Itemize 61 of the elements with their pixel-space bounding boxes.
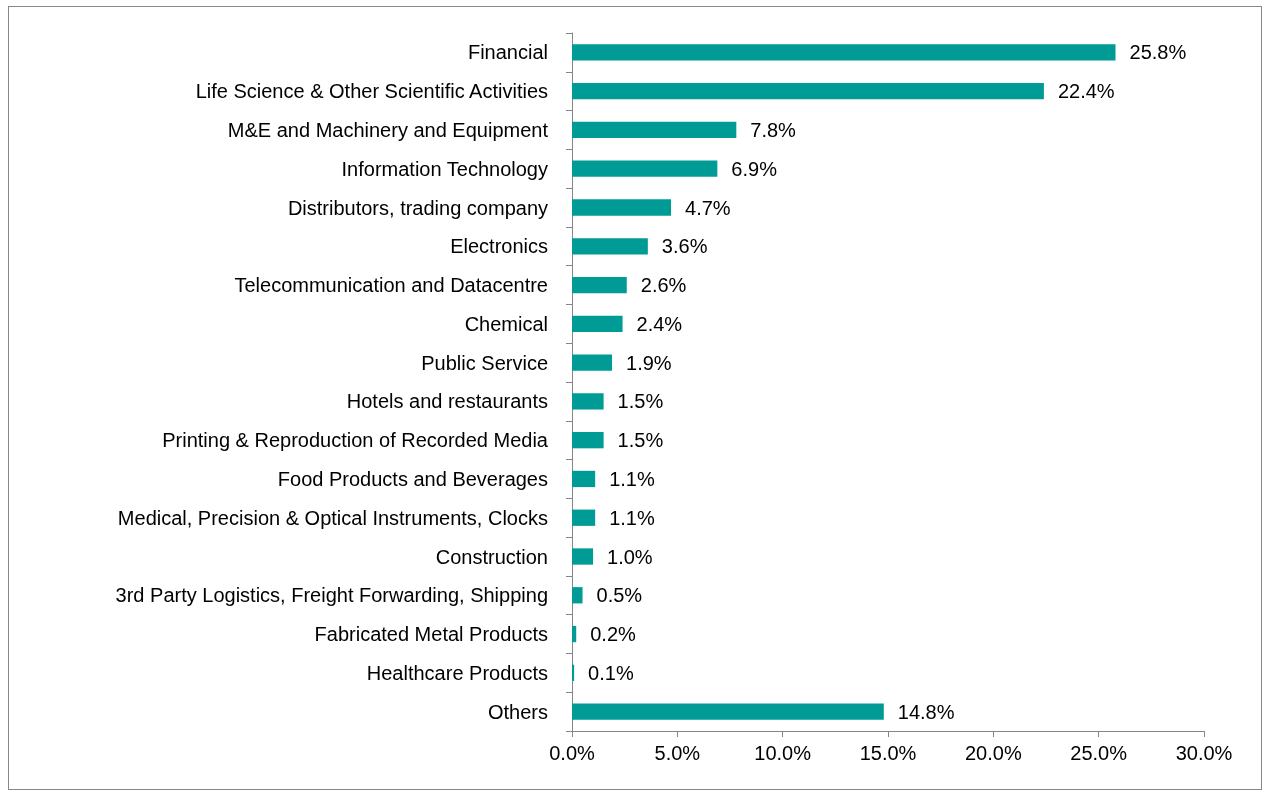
data-label: 1.5%: [617, 390, 664, 413]
data-label: 14.8%: [897, 700, 955, 723]
x-tick-label: 5.0%: [654, 742, 701, 764]
bar: [572, 703, 884, 720]
y-tick-label: Printing & Reproduction of Recorded Media: [162, 429, 549, 452]
y-tick-label: Hotels and restaurants: [346, 390, 548, 413]
data-label: 22.4%: [1057, 80, 1115, 103]
y-tick-label: Medical, Precision & Optical Instruments, Clocks: [117, 506, 548, 529]
y-tick-label: Others: [487, 700, 548, 723]
bar: [572, 509, 596, 526]
y-tick-label: Life Science & Other Scientific Activities: [195, 80, 548, 103]
bar: [572, 44, 1116, 61]
y-tick-label: Chemical: [464, 312, 548, 335]
data-label: 2.6%: [640, 274, 687, 297]
data-label: 1.1%: [609, 467, 655, 490]
data-label: 1.9%: [626, 351, 672, 374]
x-tick-label: 20.0%: [964, 742, 1022, 764]
y-tick-label: Construction: [435, 545, 548, 568]
data-label: 0.5%: [596, 584, 643, 607]
bar: [572, 238, 648, 255]
data-label: 2.4%: [636, 312, 683, 335]
bar: [572, 276, 627, 294]
bar: [572, 354, 613, 371]
y-tick-label: Food Products and Beverages: [277, 467, 548, 490]
data-label: 3.6%: [661, 235, 708, 258]
y-tick-label: Healthcare Products: [366, 661, 548, 684]
bar: [572, 393, 604, 410]
data-label: 1.5%: [617, 429, 664, 452]
data-label: 1.1%: [609, 506, 655, 529]
bar: [572, 625, 577, 643]
bar: [572, 664, 575, 681]
y-tick-label: Fabricated Metal Products: [314, 623, 548, 646]
bar: [572, 199, 672, 216]
bar: [572, 121, 737, 139]
y-tick-label: 3rd Party Logistics, Freight Forwarding, Shipping: [115, 584, 548, 607]
bar: [572, 160, 718, 177]
bar: [572, 432, 604, 449]
x-tick-label: 30.0%: [1175, 742, 1233, 764]
x-tick-label: 0.0%: [549, 742, 596, 764]
y-tick-label: Financial: [467, 41, 548, 64]
data-label: 25.8%: [1129, 41, 1187, 64]
x-tick-label: 10.0%: [754, 742, 812, 764]
y-tick-label: Electronics: [450, 235, 548, 258]
data-label: 4.7%: [685, 196, 731, 219]
bar: [572, 315, 623, 332]
data-label: 0.2%: [590, 623, 637, 646]
x-tick-label: 25.0%: [1070, 742, 1128, 764]
bar: [572, 548, 594, 565]
y-tick-label: Distributors, trading company: [287, 196, 548, 219]
data-label: 1.0%: [607, 545, 653, 568]
x-tick-label: 15.0%: [859, 742, 917, 764]
data-label: 7.8%: [750, 118, 797, 141]
bar: [572, 83, 1044, 100]
y-tick-label: Telecommunication and Datacentre: [234, 274, 548, 297]
data-label: 6.9%: [731, 157, 778, 180]
y-tick-label: Public Service: [421, 351, 548, 374]
y-tick-label: M&E and Machinery and Equipment: [227, 118, 549, 141]
bar: [572, 587, 583, 604]
y-tick-label: Information Technology: [341, 157, 548, 180]
data-label: 0.1%: [588, 661, 634, 684]
bar: [572, 470, 596, 488]
